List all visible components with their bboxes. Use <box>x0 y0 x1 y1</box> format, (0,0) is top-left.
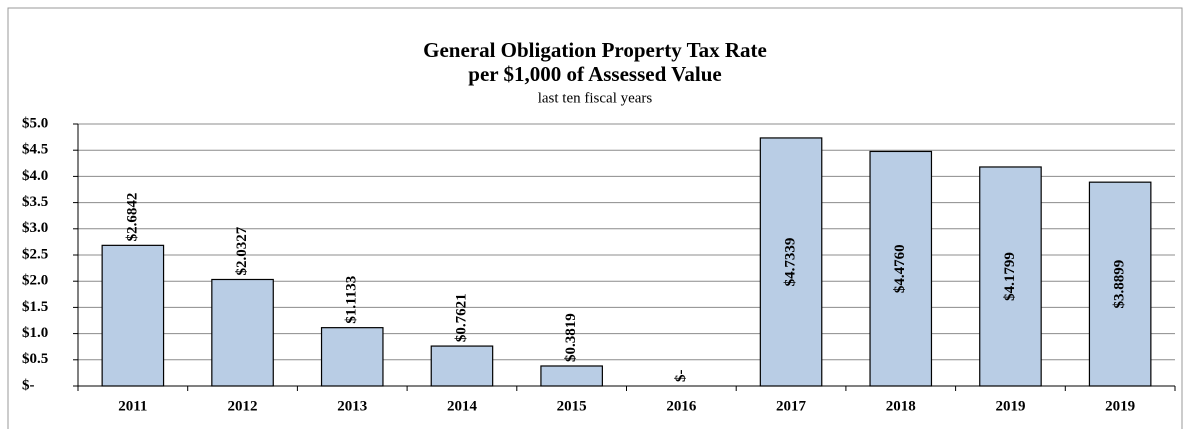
y-tick-label: $1.0 <box>22 325 48 341</box>
bar <box>430 345 494 387</box>
x-tick-label: 2019 <box>995 398 1025 414</box>
x-tick-label: 2018 <box>886 398 916 414</box>
value-label: $1.1133 <box>344 276 360 324</box>
y-tick-label: $5.0 <box>22 115 48 131</box>
x-tick-label: 2015 <box>557 398 587 414</box>
y-tick-label: $2.0 <box>22 273 48 289</box>
y-tick-label: $1.5 <box>22 299 48 315</box>
bar <box>211 278 274 387</box>
x-tick-label: 2016 <box>666 398 697 414</box>
x-tick-label: 2017 <box>776 398 807 414</box>
value-label: $2.0327 <box>234 226 250 275</box>
bar <box>320 327 384 387</box>
bar <box>540 365 603 387</box>
value-label: $4.7339 <box>782 238 798 287</box>
bar <box>869 150 933 387</box>
y-tick-label: $0.5 <box>22 351 48 367</box>
value-label: $2.6842 <box>124 193 140 242</box>
x-tick-label: 2014 <box>447 398 478 414</box>
value-label: $0.3819 <box>563 313 579 362</box>
y-tick-label: $3.5 <box>22 194 48 210</box>
x-tick-label: 2011 <box>118 398 147 414</box>
y-tick-label: $3.0 <box>22 220 48 236</box>
value-label: $4.4760 <box>892 244 908 293</box>
value-label: $3.8899 <box>1112 260 1128 309</box>
bar <box>101 244 165 387</box>
y-tick-label: $4.0 <box>22 168 48 184</box>
y-tick-label: $- <box>22 377 35 393</box>
y-tick-label: $4.5 <box>22 142 48 158</box>
chart-title: General Obligation Property Tax Rate <box>423 38 767 62</box>
bar <box>979 166 1042 387</box>
bar <box>759 137 823 387</box>
chart-subtitle: last ten fiscal years <box>538 90 653 106</box>
bar <box>1088 181 1152 387</box>
chart-subtitle-bold: per $1,000 of Assessed Value <box>468 62 721 86</box>
value-label: $- <box>673 370 689 383</box>
y-tick-label: $2.5 <box>22 246 48 262</box>
value-label: $0.7621 <box>453 293 469 342</box>
x-tick-label: 2013 <box>337 398 367 414</box>
x-tick-label: 2019 <box>1105 398 1135 414</box>
value-label: $4.1799 <box>1002 252 1018 301</box>
x-tick-label: 2012 <box>228 398 258 414</box>
